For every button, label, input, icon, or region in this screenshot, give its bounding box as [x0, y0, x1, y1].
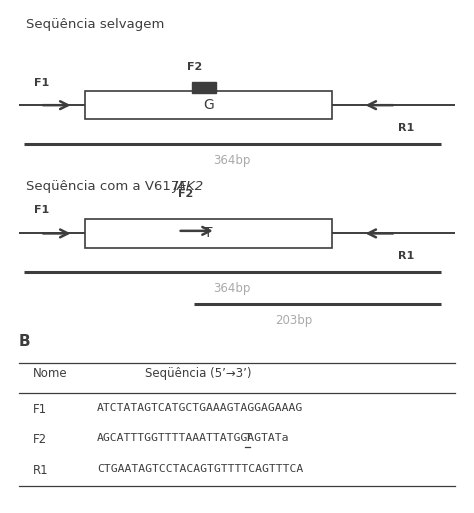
Text: T: T [204, 226, 213, 241]
Text: CTGAATAGTCCTACAGTGTTTTCAGTTTCA: CTGAATAGTCCTACAGTGTTTTCAGTTTCA [97, 464, 303, 474]
Text: R1: R1 [398, 123, 414, 133]
Text: F1: F1 [33, 403, 47, 416]
Text: T: T [245, 433, 252, 443]
Text: F1: F1 [34, 78, 49, 88]
Text: Seqüência (5’→3’): Seqüência (5’→3’) [145, 367, 251, 380]
Bar [85, 91, 332, 120]
Text: G: G [203, 98, 214, 112]
Text: Seqüência selvagem: Seqüência selvagem [26, 18, 164, 31]
Text: Seqüência com a V617F-: Seqüência com a V617F- [26, 180, 191, 192]
Text: AGCATTTGGTTTTAAATTATGGAGTATa: AGCATTTGGTTTTAAATTATGGAGTATa [97, 433, 290, 443]
Text: F1: F1 [34, 206, 49, 215]
Text: R1: R1 [33, 464, 49, 477]
Text: 364bp: 364bp [214, 282, 251, 295]
Text: 364bp: 364bp [214, 154, 251, 167]
Text: F2: F2 [178, 189, 193, 199]
Text: B: B [19, 334, 31, 349]
Text: ATCTATAGTCATGCTGAAAGTAGGAGAAAG: ATCTATAGTCATGCTGAAAGTAGGAGAAAG [97, 403, 303, 412]
Text: 203bp: 203bp [275, 314, 312, 327]
Text: Nome: Nome [33, 367, 68, 380]
Text: R1: R1 [398, 251, 414, 261]
Bar [85, 219, 332, 248]
Text: JAK2: JAK2 [173, 180, 203, 192]
Text: F2: F2 [33, 433, 47, 446]
Bar [192, 82, 216, 93]
Text: F2: F2 [187, 62, 202, 72]
